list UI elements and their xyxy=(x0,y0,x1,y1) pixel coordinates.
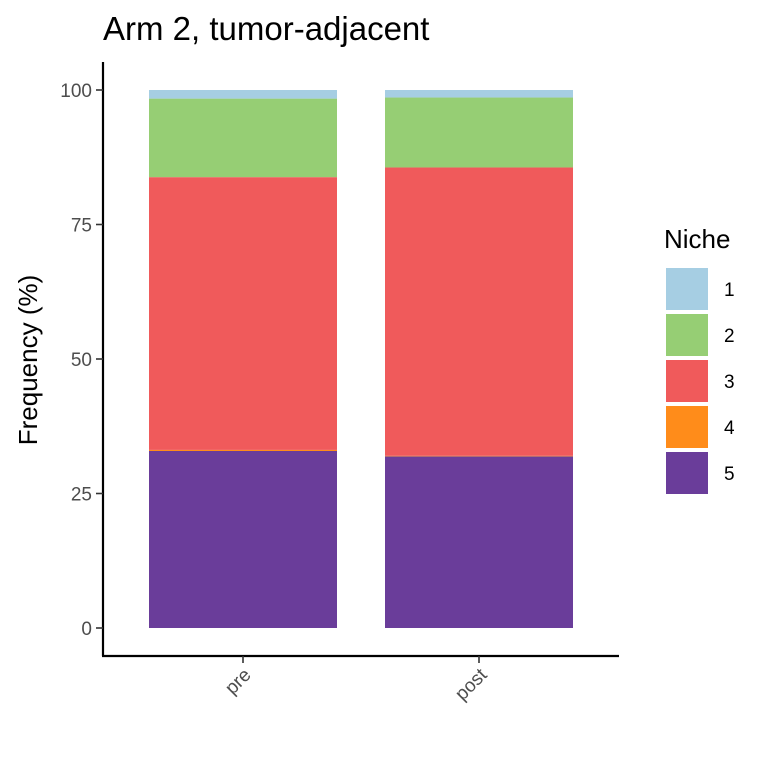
bar-segment-pre-niche-3 xyxy=(149,177,337,450)
bar-segment-post-niche-5 xyxy=(385,456,573,628)
legend-key-niche-3 xyxy=(666,360,708,402)
legend: Niche 1 2 3 4 5 xyxy=(664,224,735,494)
bar-segment-post-niche-3 xyxy=(385,167,573,456)
y-tick-label: 50 xyxy=(71,350,92,371)
bar-segment-post-niche-2 xyxy=(385,97,573,168)
legend-key-niche-5 xyxy=(666,452,708,494)
legend-label-niche-3: 3 xyxy=(724,372,735,393)
y-tick-label: 100 xyxy=(60,81,92,102)
bar-segment-pre-niche-4 xyxy=(149,449,337,451)
y-tick-label: 75 xyxy=(71,216,92,237)
legend-key-niche-4 xyxy=(666,406,708,448)
bar-segment-post-niche-1 xyxy=(385,90,573,98)
y-tick-label: 25 xyxy=(71,485,92,506)
legend-label-niche-4: 4 xyxy=(724,418,735,439)
legend-key-niche-1 xyxy=(666,268,708,310)
legend-label-niche-5: 5 xyxy=(724,464,735,485)
bars-group xyxy=(149,90,573,628)
legend-title: Niche xyxy=(664,224,730,254)
legend-key-niche-2 xyxy=(666,314,708,356)
bar-segment-pre-niche-1 xyxy=(149,90,337,99)
bar-segment-post-niche-4 xyxy=(385,455,573,457)
bar-segment-pre-niche-5 xyxy=(149,450,337,628)
legend-label-niche-1: 1 xyxy=(724,280,735,301)
bar-segment-pre-niche-2 xyxy=(149,98,337,178)
chart-title: Arm 2, tumor-adjacent xyxy=(103,10,429,47)
x-tick-label-pre: pre xyxy=(221,665,255,699)
y-tick-label: 0 xyxy=(81,619,92,640)
y-axis-label: Frequency (%) xyxy=(13,275,43,446)
x-tick-label-post: post xyxy=(451,664,492,705)
legend-label-niche-2: 2 xyxy=(724,326,735,347)
